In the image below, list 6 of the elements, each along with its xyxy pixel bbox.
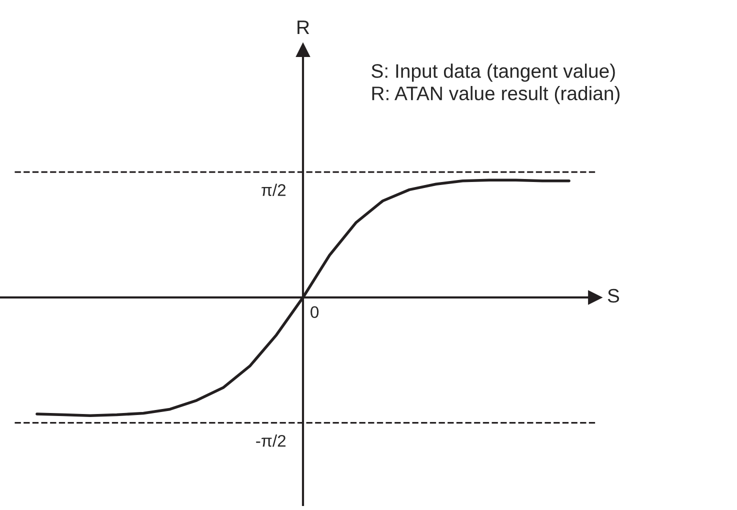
y-tick-label: -π/2 [256, 434, 286, 447]
x-tick-label: 0 [310, 306, 319, 318]
annotation: S: Input data (tangent value) R: ATAN value result (radian) [372, 64, 620, 104]
y-tick-label: π/2 [262, 184, 286, 196]
x-axis-title: S [608, 288, 620, 303]
y-axis-title: R [298, 20, 310, 34]
